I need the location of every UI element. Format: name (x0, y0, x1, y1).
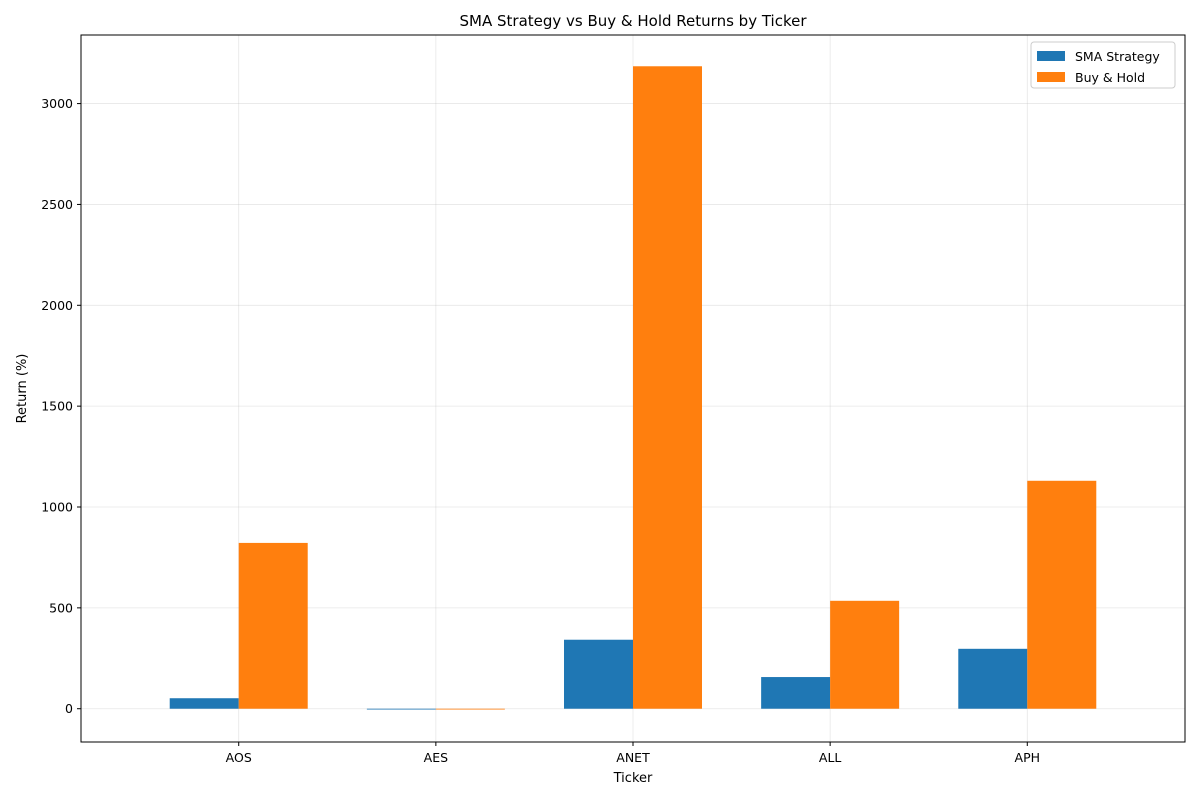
legend-swatch-buy-hold (1037, 72, 1065, 82)
bar-buy-hold-anet (633, 66, 702, 709)
legend-box (1030, 41, 1176, 89)
legend-label-buy-hold: Buy & Hold (1075, 70, 1145, 85)
bar-sma-strategy-aos (169, 698, 239, 709)
y-axis-label: Return (%) (15, 354, 30, 424)
x-tick-label: AES (424, 750, 448, 765)
y-tick-label: 2500 (41, 197, 73, 212)
x-axis-label: Ticker (613, 771, 653, 786)
y-axis-ticks: 0 500 1000 1500 2000 2500 3000 (41, 96, 81, 716)
bar-sma-strategy-all (761, 677, 831, 709)
bars (169, 66, 1097, 710)
bar-buy-hold-aos (238, 542, 308, 709)
x-tick-label: ANET (616, 750, 650, 765)
bar-buy-hold-aes (435, 708, 505, 710)
bar-sma-strategy-aes (366, 708, 436, 710)
y-tick-label: 500 (49, 600, 73, 615)
chart-title: SMA Strategy vs Buy & Hold Returns by Ti… (460, 12, 808, 30)
y-tick-label: 2000 (41, 298, 73, 313)
x-tick-label: APH (1015, 750, 1041, 765)
y-tick-label: 3000 (41, 96, 73, 111)
x-axis-ticks: AOS AES ANET ALL APH (226, 742, 1040, 765)
x-tick-label: AOS (226, 750, 252, 765)
bar-sma-strategy-anet (564, 639, 633, 709)
legend-swatch-sma-strategy (1037, 51, 1065, 61)
x-tick-label: ALL (819, 750, 842, 765)
bar-buy-hold-aph (1027, 480, 1097, 709)
y-tick-label: 0 (65, 701, 73, 716)
y-tick-label: 1500 (41, 399, 73, 414)
legend-label-sma-strategy: SMA Strategy (1075, 49, 1160, 64)
y-tick-label: 1000 (41, 500, 73, 515)
bar-sma-strategy-aph (958, 648, 1028, 709)
bar-buy-hold-all (830, 600, 900, 709)
legend: SMA Strategy Buy & Hold (1030, 41, 1176, 89)
